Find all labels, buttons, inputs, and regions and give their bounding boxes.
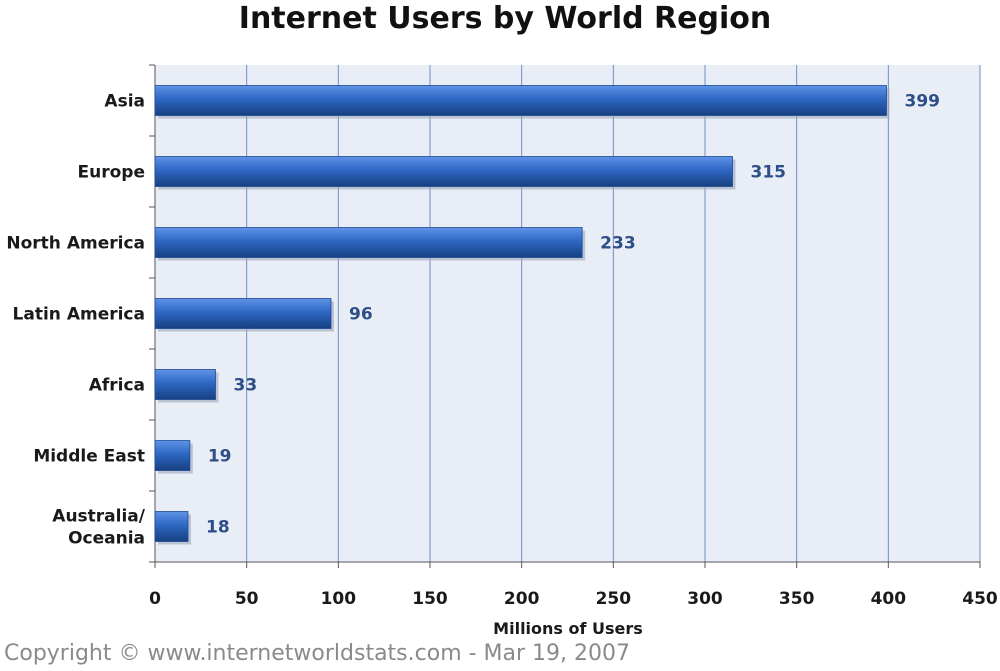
- value-label: 399: [905, 92, 941, 112]
- category-label: Australia/Oceania: [52, 507, 145, 549]
- value-label: 19: [208, 447, 232, 467]
- x-tick-label: 400: [871, 589, 907, 609]
- category-label: Middle East: [33, 447, 145, 467]
- x-tick-label: 200: [504, 589, 540, 609]
- x-tick-label: 450: [962, 589, 998, 609]
- value-label: 315: [751, 163, 787, 183]
- bar: [154, 227, 583, 258]
- bar: [154, 85, 887, 116]
- value-label: 33: [234, 376, 258, 396]
- plot-area: 0 50 100 150 200 250 300 350 400 450 Asia 399 Europe…: [6, 64, 998, 609]
- category-label: Europe: [78, 163, 145, 183]
- x-tick-label: 50: [235, 589, 259, 609]
- value-label: 18: [206, 518, 230, 538]
- x-axis-title: Millions of Users: [493, 619, 643, 638]
- chart-title: Internet Users by World Region: [239, 1, 771, 36]
- x-tick-label: 300: [687, 589, 723, 609]
- category-label: North America: [6, 234, 145, 254]
- category-label: Africa: [89, 376, 145, 396]
- category-label: Asia: [104, 92, 145, 112]
- bar: [154, 511, 189, 542]
- bar: [154, 440, 191, 471]
- x-tick-label: 0: [149, 589, 161, 609]
- bar: [154, 369, 216, 400]
- x-tick-label: 100: [321, 589, 357, 609]
- copyright-notice: Copyright © www.internetworldstats.com -…: [4, 641, 631, 666]
- bar: [154, 298, 332, 329]
- x-tick-label: 150: [412, 589, 448, 609]
- value-label: 96: [349, 305, 373, 325]
- bar: [154, 156, 733, 187]
- x-tick-label: 250: [596, 589, 632, 609]
- category-label: Latin America: [13, 305, 145, 325]
- value-label: 233: [600, 234, 636, 254]
- x-tick-label: 350: [779, 589, 815, 609]
